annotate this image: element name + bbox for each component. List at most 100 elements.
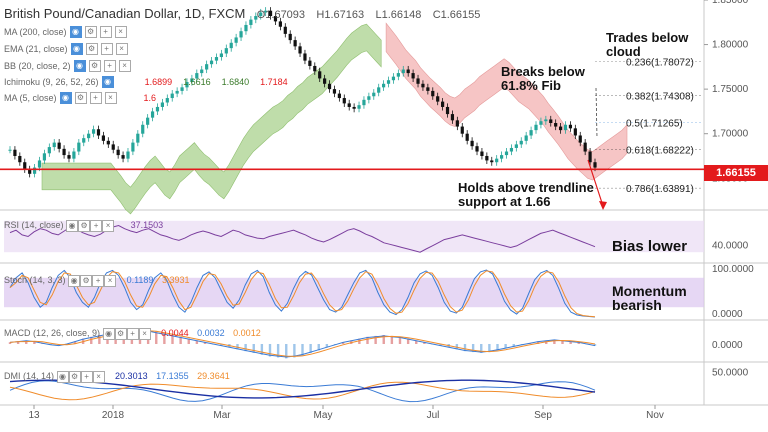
- ichimoku-value-d: 1.7184: [260, 77, 288, 87]
- visibility-icon[interactable]: ◉: [68, 275, 81, 287]
- add-icon[interactable]: +: [80, 371, 93, 383]
- indicator-row-ma5[interactable]: MA (5, close) ◉ ⚙ + × 1.6: [4, 92, 156, 104]
- macd-histogram-bar: [293, 344, 296, 358]
- visibility-icon[interactable]: ◉: [66, 220, 79, 232]
- add-icon[interactable]: +: [89, 92, 102, 104]
- indicator-row-bb[interactable]: BB (20, close, 2) ◉ ⚙ + ×: [4, 60, 131, 72]
- indicator-row-ma200[interactable]: MA (200, close) ◉ ⚙ + ×: [4, 26, 127, 38]
- candle-body: [259, 12, 263, 17]
- candle-body: [421, 83, 425, 88]
- x-tick-label: Sep: [534, 410, 552, 421]
- candle-body: [288, 33, 292, 41]
- candle-body: [111, 144, 115, 150]
- add-icon[interactable]: +: [99, 26, 112, 38]
- annotation-breaks-below-fib: Breaks below 61.8% Fib: [501, 64, 585, 93]
- macd-histogram-bar: [171, 335, 174, 344]
- macd-histogram-bar: [553, 339, 556, 344]
- candle-body: [28, 169, 32, 174]
- annotation-holds-above-trendline: Holds above trendline support at 1.66: [458, 180, 594, 209]
- candle-body: [239, 31, 243, 38]
- remove-icon[interactable]: ×: [118, 60, 131, 72]
- settings-icon[interactable]: ⚙: [88, 60, 101, 72]
- candle-body: [254, 16, 258, 20]
- candle-body: [406, 69, 410, 74]
- ichimoku-value-b: 1.6616: [183, 77, 211, 87]
- candle-body: [568, 124, 573, 129]
- add-icon[interactable]: +: [90, 220, 103, 232]
- dmi-legend[interactable]: DMI (14, 14) ◉ ⚙ + × 20.3013 17.1355 29.364…: [4, 371, 230, 383]
- candle-body: [150, 111, 155, 118]
- remove-icon[interactable]: ×: [102, 220, 115, 232]
- macd-histogram-bar: [90, 336, 93, 344]
- visibility-icon[interactable]: ◉: [69, 26, 82, 38]
- settings-icon[interactable]: ⚙: [74, 92, 87, 104]
- macd-histogram-bar: [423, 342, 426, 344]
- settings-icon[interactable]: ⚙: [84, 26, 97, 38]
- stoch-legend[interactable]: Stoch (14, 3, 3) ◉ ⚙ + × 0.1189 3.3931: [4, 275, 189, 287]
- settings-icon[interactable]: ⚙: [68, 371, 81, 383]
- candle-body: [347, 103, 351, 107]
- visibility-icon[interactable]: ◉: [73, 60, 86, 72]
- visibility-icon[interactable]: ◉: [101, 76, 114, 88]
- indicator-row-ema21[interactable]: EMA (21, close) ◉ ⚙ + ×: [4, 43, 128, 55]
- x-tick-label: 2018: [102, 410, 125, 421]
- macd-histogram-bar: [390, 335, 394, 344]
- candle-body: [214, 57, 219, 61]
- rsi-legend[interactable]: RSI (14, close) ◉ ⚙ + × 37.1503: [4, 220, 163, 232]
- ma5-value: 1.6: [143, 93, 157, 103]
- macd-histogram-bar: [25, 340, 28, 344]
- settings-icon[interactable]: ⚙: [80, 275, 93, 287]
- visibility-icon[interactable]: ◉: [59, 92, 72, 104]
- candle-body: [96, 129, 101, 136]
- exchange: FXCM: [208, 6, 246, 21]
- add-icon[interactable]: +: [100, 43, 113, 55]
- candle-body: [455, 120, 459, 127]
- macd-histogram-bar: [179, 336, 182, 344]
- indicator-row-ichimoku[interactable]: Ichimoku (9, 26, 52, 26) ◉ 1.6899 1.6616…: [4, 76, 288, 88]
- stoch-k-value: 0.1189: [126, 275, 154, 285]
- candle-body: [499, 155, 504, 159]
- remove-icon[interactable]: ×: [115, 43, 128, 55]
- macd-histogram-bar: [382, 335, 385, 344]
- stoch-d-value: 3.3931: [161, 275, 190, 285]
- timeframe[interactable]: 1D: [184, 6, 202, 21]
- candle-body: [219, 53, 223, 58]
- visibility-icon[interactable]: ◉: [56, 371, 69, 383]
- remove-icon[interactable]: ×: [138, 328, 151, 340]
- settings-icon[interactable]: ⚙: [85, 43, 98, 55]
- macd-histogram-bar: [8, 342, 12, 344]
- settings-icon[interactable]: ⚙: [114, 328, 127, 340]
- settings-icon[interactable]: ⚙: [78, 220, 91, 232]
- candle-body: [32, 167, 37, 174]
- macd-histogram-bar: [577, 342, 580, 344]
- macd-histogram-bar: [569, 341, 572, 344]
- indicator-label-bb: BB (20, close, 2): [4, 61, 71, 71]
- macd-histogram-bar: [325, 344, 329, 348]
- candle-body: [146, 117, 150, 125]
- candle-body: [593, 162, 597, 168]
- remove-icon[interactable]: ×: [114, 26, 127, 38]
- fib-level-label: 0.236(1.78072): [626, 58, 694, 69]
- candle-body: [436, 96, 440, 102]
- remove-icon[interactable]: ×: [92, 371, 105, 383]
- add-icon[interactable]: +: [103, 60, 116, 72]
- remove-icon[interactable]: ×: [104, 275, 117, 287]
- candle-body: [539, 121, 543, 125]
- candle-body: [57, 142, 61, 149]
- visibility-icon[interactable]: ◉: [102, 328, 115, 340]
- candle-body: [47, 147, 51, 154]
- indicator-label-ma5: MA (5, close): [4, 93, 57, 103]
- x-tick-label: Jul: [427, 410, 440, 421]
- visibility-icon[interactable]: ◉: [70, 43, 83, 55]
- candle-body: [13, 149, 17, 156]
- add-icon[interactable]: +: [92, 275, 105, 287]
- candle-body: [323, 78, 327, 84]
- add-icon[interactable]: +: [126, 328, 139, 340]
- macd-histogram-bar: [98, 335, 101, 344]
- annotation-trades-below-cloud: Trades below cloud: [606, 30, 689, 59]
- remove-icon[interactable]: ×: [104, 92, 117, 104]
- macd-legend[interactable]: MACD (12, 26, close, 9) ◉ ⚙ + × 0.0044 0.00…: [4, 328, 261, 340]
- fib-level-label: 0.5(1.71265): [626, 118, 683, 129]
- dmi-plus-line: [9, 380, 596, 403]
